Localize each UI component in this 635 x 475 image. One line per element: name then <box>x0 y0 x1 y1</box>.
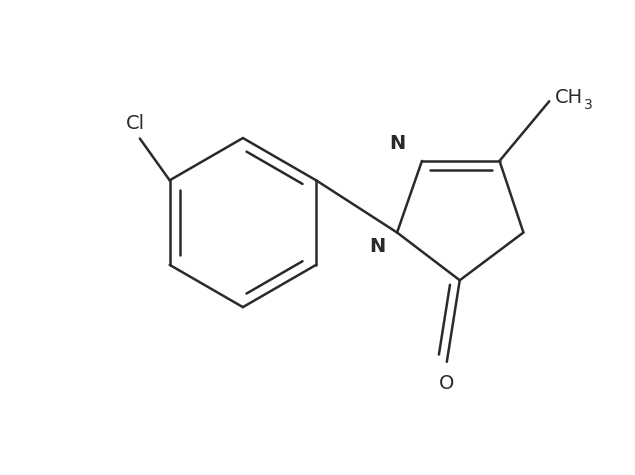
Text: CH: CH <box>555 88 584 107</box>
Text: 3: 3 <box>584 98 592 112</box>
Text: O: O <box>439 374 455 393</box>
Text: N: N <box>369 237 385 256</box>
Text: Cl: Cl <box>126 114 145 133</box>
Text: N: N <box>389 133 405 152</box>
